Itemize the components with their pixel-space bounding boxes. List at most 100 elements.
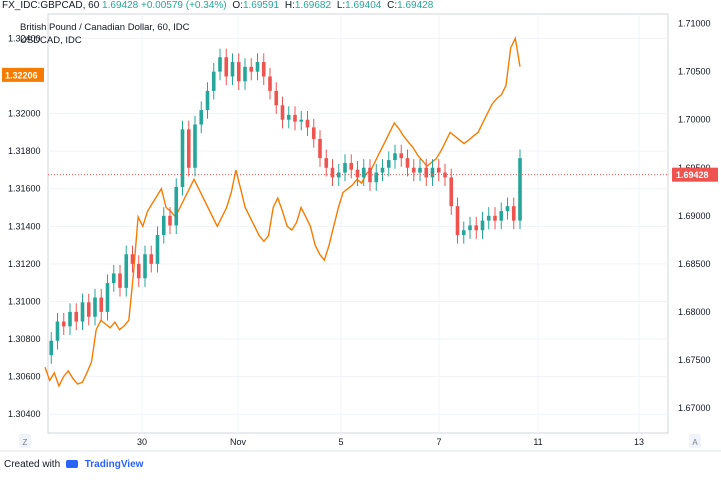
- candle-body: [355, 169, 360, 178]
- candle-body: [518, 158, 522, 221]
- candle-body: [86, 302, 91, 317]
- last-price: 1.69428: [102, 0, 139, 11]
- left-tick-label: 1.30600: [8, 372, 41, 382]
- candle-body: [324, 158, 329, 168]
- candle-body: [55, 321, 60, 341]
- x-tick-label: 7: [436, 437, 441, 447]
- candle-body: [143, 254, 147, 279]
- left-tick-label: 1.30800: [8, 334, 41, 344]
- candle-body: [405, 158, 410, 168]
- candle-body: [61, 321, 66, 327]
- x-tick-label: 30: [137, 437, 147, 447]
- open-value: 1.69591: [242, 0, 280, 11]
- plot-frame: [47, 13, 669, 434]
- candle-body: [268, 76, 272, 91]
- candle-body: [374, 172, 379, 183]
- candle-body: [168, 215, 172, 226]
- right-tick-label: 1.70000: [678, 115, 711, 125]
- candle-body: [343, 162, 347, 173]
- low-value: 1.69404: [345, 0, 382, 11]
- left-price-tag-label: 1.32206: [5, 70, 38, 80]
- candle-body: [118, 273, 122, 288]
- candle-body: [461, 230, 466, 236]
- candle-body: [361, 167, 366, 178]
- candle-body: [486, 215, 491, 221]
- candle-body: [211, 71, 216, 91]
- left-tick-label: 1.32400: [8, 33, 41, 43]
- candle-body: [205, 90, 210, 111]
- candle-body: [468, 225, 472, 231]
- candle-body: [305, 119, 310, 128]
- right-tick-label: 1.68000: [678, 307, 711, 317]
- candle-body: [49, 340, 54, 356]
- candle-body: [330, 167, 335, 178]
- left-tick-label: 1.31200: [8, 259, 41, 269]
- candle-body: [136, 263, 141, 279]
- x-tick-label: 13: [634, 437, 644, 447]
- candle-body: [424, 167, 429, 178]
- candle-body: [249, 66, 254, 72]
- right-tick-label: 1.69000: [678, 211, 711, 221]
- a-button[interactable]: [689, 434, 701, 448]
- legend-main-title: British Pound / Canadian Dollar, 60, IDC: [20, 22, 190, 33]
- legend-overlay-title: USDCAD, IDC: [20, 35, 82, 46]
- candle-body: [505, 206, 510, 212]
- candle-body: [236, 62, 241, 82]
- x-tick-label: Nov: [230, 437, 247, 447]
- change-value: +0.00579 (+0.34%): [140, 0, 227, 11]
- candle-body: [180, 129, 185, 187]
- candle-body: [393, 153, 397, 161]
- open-label: O:: [232, 0, 243, 11]
- candle-body: [80, 302, 85, 322]
- candle-body: [386, 160, 391, 168]
- z-button[interactable]: [19, 434, 31, 448]
- candle-body: [261, 62, 266, 77]
- right-tick-label: 1.67500: [678, 355, 711, 365]
- x-tick-label: 5: [338, 437, 343, 447]
- candle-body: [336, 172, 341, 178]
- footer-brand[interactable]: TradingView: [84, 459, 144, 470]
- usdcad-overlay-line: [44, 36, 521, 388]
- candle-body: [174, 186, 179, 226]
- left-price-tag: [2, 67, 44, 82]
- candle-body: [286, 114, 291, 120]
- footer-prefix: Created with: [4, 459, 61, 470]
- candle-body: [105, 283, 110, 312]
- left-tick-label: 1.31800: [8, 146, 41, 156]
- close-label: C:: [387, 0, 398, 11]
- candle-body: [380, 167, 385, 173]
- candle-body: [293, 114, 297, 122]
- candle-body: [186, 129, 191, 168]
- candle-body: [418, 167, 422, 173]
- candle-body: [430, 167, 435, 178]
- candle-body: [74, 311, 79, 322]
- candle-body: [280, 105, 285, 120]
- left-tick-label: 1.32000: [8, 109, 41, 119]
- candle-body: [499, 211, 504, 221]
- left-tick-label: 1.31000: [8, 296, 41, 306]
- tradingview-logo-icon: [65, 460, 78, 469]
- candle-body: [111, 273, 116, 284]
- candle-body: [493, 215, 497, 221]
- candle-body: [155, 235, 160, 264]
- candle-body: [130, 254, 135, 264]
- candle-body: [274, 90, 279, 106]
- symbol-label: FX_IDC:GBPCAD, 60: [2, 0, 100, 11]
- candle-body: [255, 62, 260, 72]
- candle-body: [161, 215, 166, 236]
- candle-body: [349, 162, 354, 170]
- candle-body: [99, 297, 104, 312]
- candle-body: [149, 254, 154, 264]
- left-tick-label: 1.30400: [8, 409, 41, 419]
- candle-body: [449, 177, 454, 207]
- high-label: H:: [284, 0, 295, 11]
- candle-body: [68, 311, 72, 327]
- candle-body: [93, 297, 97, 317]
- right-tick-label: 1.71000: [678, 19, 711, 29]
- candle-body: [399, 153, 404, 159]
- z-button-label: Z: [23, 438, 28, 447]
- candle-body: [480, 220, 485, 231]
- left-tick-label: 1.31400: [8, 221, 41, 231]
